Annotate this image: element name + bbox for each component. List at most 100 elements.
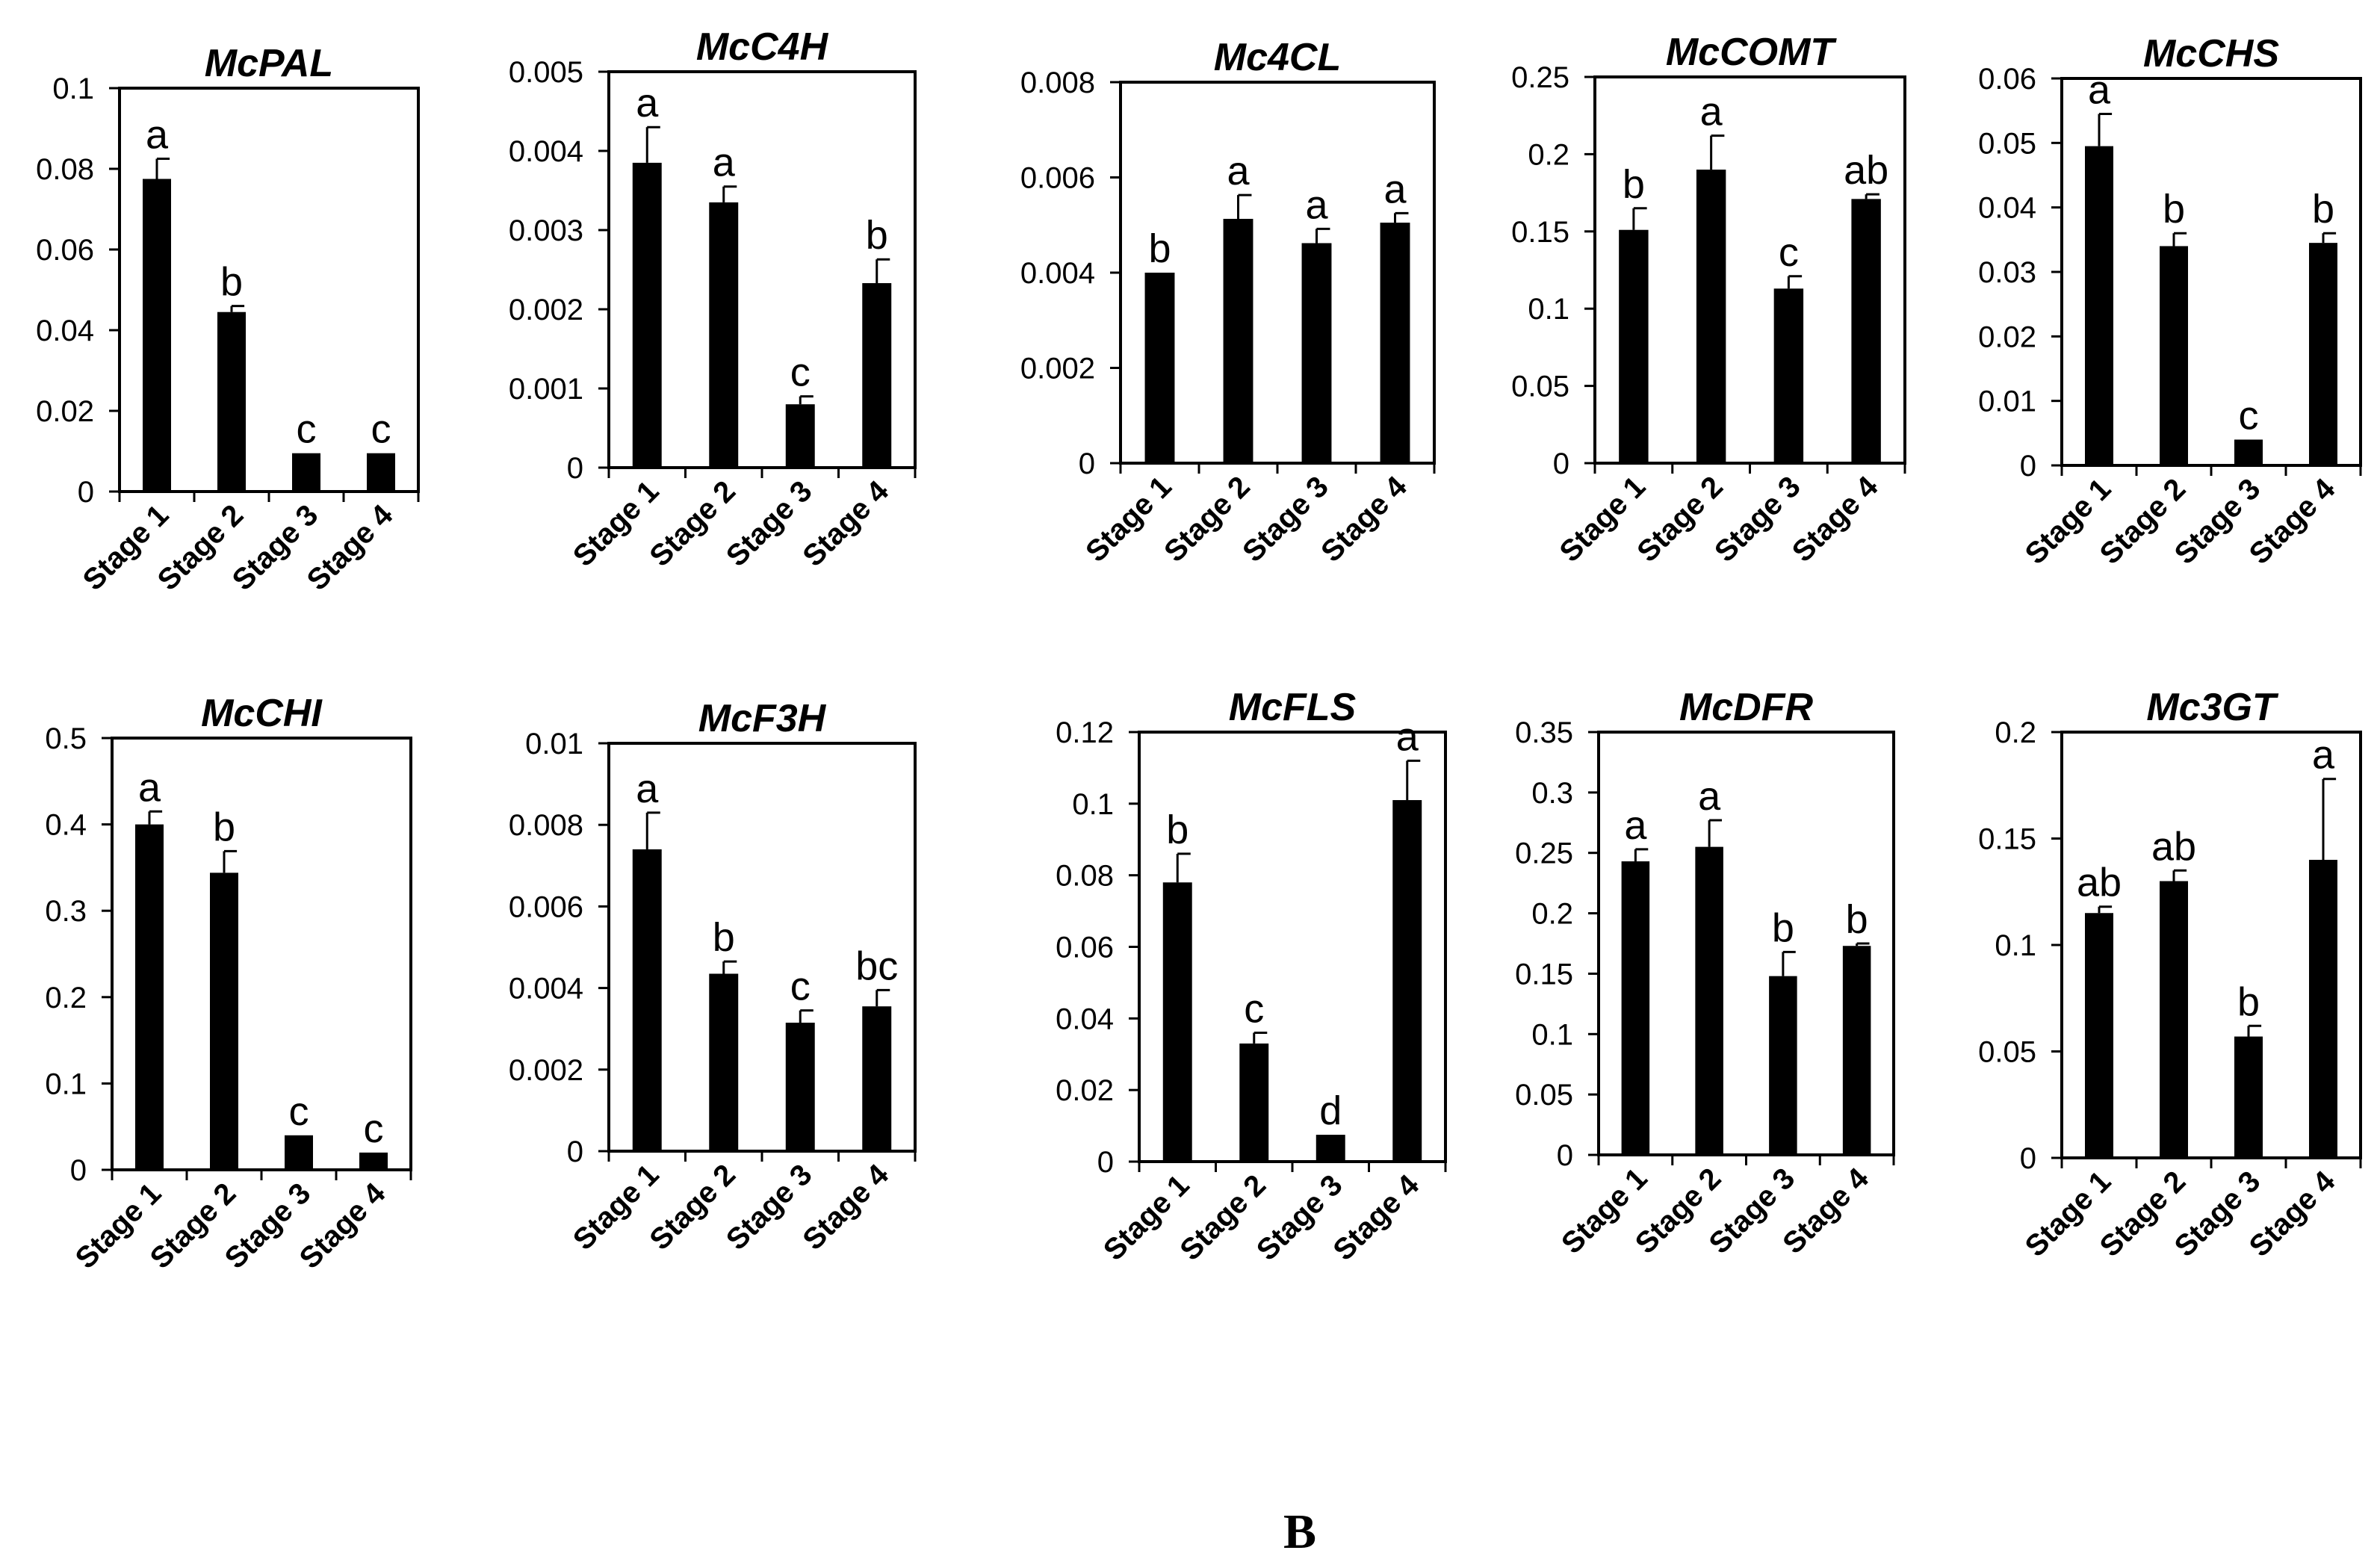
x-category-label: Stage 2 [643, 474, 742, 573]
significance-letter: a [1227, 149, 1250, 193]
x-category-label: Stage 4 [796, 1158, 895, 1256]
x-category-label: Stage 1 [567, 1158, 666, 1256]
bar-stage-1 [2085, 146, 2113, 465]
y-tick-label: 0 [78, 476, 94, 509]
chart-title: Mc4CL [1214, 36, 1341, 79]
x-category-label: Stage 2 [643, 1158, 742, 1256]
x-category-label: Stage 3 [1708, 470, 1807, 568]
chart-title: Mc3GT [2146, 686, 2279, 729]
bar-stage-2 [709, 202, 739, 468]
bar-stage-1 [2085, 913, 2113, 1158]
chart-title: McCHS [2143, 32, 2279, 75]
bar-stage-3 [1773, 288, 1804, 463]
y-tick-label: 0.15 [1978, 823, 2036, 856]
y-tick-label: 0.1 [52, 72, 94, 105]
x-category-label: Stage 3 [720, 474, 819, 573]
significance-letter: c [371, 407, 391, 452]
y-tick-label: 0.35 [1515, 716, 1573, 749]
chart-title: McC4H [696, 25, 829, 69]
y-tick-label: 0.3 [1531, 777, 1573, 810]
y-tick-label: 0.06 [1978, 63, 2036, 96]
x-category-label: Stage 4 [1327, 1168, 1425, 1267]
y-tick-label: 0.2 [1531, 898, 1573, 931]
y-tick-label: 0.25 [1511, 61, 1569, 94]
y-tick-label: 0.01 [1978, 385, 2036, 418]
bar-stage-1 [1619, 229, 1649, 463]
y-tick-label: 0.05 [1978, 1036, 2036, 1069]
significance-letter: a [1396, 714, 1419, 759]
bar-stage-2 [709, 973, 739, 1151]
significance-letter: b [1166, 808, 1189, 852]
significance-letter: a [1624, 803, 1647, 848]
y-tick-label: 0.2 [1995, 716, 2036, 749]
significance-letter: ab [1844, 148, 1888, 193]
bar-stage-4 [1380, 223, 1410, 463]
y-tick-label: 0.05 [1978, 127, 2036, 160]
significance-letter: b [2237, 979, 2260, 1024]
y-tick-label: 0 [2020, 1142, 2036, 1175]
significance-letter: c [1779, 230, 1799, 275]
y-tick-label: 0.04 [1056, 1003, 1114, 1035]
x-category-label: Stage 3 [720, 1158, 819, 1256]
bar-stage-1 [1144, 273, 1175, 463]
bar-stage-3 [785, 1023, 815, 1151]
y-tick-label: 0.006 [509, 890, 583, 923]
chart-title: McF3H [698, 697, 827, 740]
significance-letter: b [1148, 226, 1171, 271]
chart-title: McCOMT [1666, 31, 1838, 74]
y-tick-label: 0.003 [509, 214, 583, 247]
y-tick-label: 0.008 [509, 809, 583, 842]
y-tick-label: 0.01 [525, 728, 583, 760]
bar-stage-2 [1223, 218, 1253, 463]
y-tick-label: 0.001 [509, 373, 583, 406]
y-tick-label: 0 [1553, 447, 1569, 480]
significance-letter: b [1623, 162, 1645, 207]
bar-stage-1 [632, 162, 662, 468]
y-tick-label: 0.2 [1528, 138, 1569, 171]
y-tick-label: 0.15 [1511, 216, 1569, 249]
bar-stage-2 [2160, 881, 2188, 1158]
significance-letter: b [1846, 897, 1868, 942]
y-tick-label: 0.005 [509, 56, 583, 89]
y-tick-label: 0.25 [1515, 837, 1573, 870]
y-tick-label: 0 [70, 1154, 87, 1187]
bar-stage-3 [2234, 439, 2263, 465]
y-tick-label: 0.006 [1020, 162, 1095, 195]
y-tick-label: 0.1 [1528, 293, 1569, 326]
significance-letter: c [2239, 393, 2259, 438]
x-category-label: Stage 3 [1251, 1168, 1349, 1267]
y-tick-label: 0.06 [1056, 932, 1114, 964]
y-tick-label: 0.04 [36, 314, 94, 347]
significance-letter: b [2312, 187, 2334, 232]
significance-letter: c [364, 1106, 384, 1151]
bar-stage-1 [1162, 882, 1192, 1162]
x-category-label: Stage 4 [1786, 470, 1885, 568]
y-tick-label: 0.002 [509, 294, 583, 326]
chart-McFLS: McFLS 0 0.02 0.04 0.06 0.08 0.1 0.12 b Stage 1 c St… [1056, 686, 1447, 1267]
bar-stage-3 [1315, 1135, 1345, 1162]
bar-stage-4 [1392, 800, 1422, 1162]
bar-stage-3 [292, 453, 320, 492]
y-tick-label: 0.002 [1020, 353, 1095, 385]
bar-stage-3 [2234, 1036, 2263, 1158]
y-tick-label: 0.08 [1056, 860, 1114, 893]
bar-stage-3 [285, 1135, 313, 1170]
significance-letter: ab [2077, 861, 2122, 905]
chart-title: McDFR [1679, 686, 1814, 729]
bar-stage-4 [862, 283, 892, 468]
significance-letter: a [2088, 67, 2111, 112]
y-tick-label: 0.03 [1978, 256, 2036, 289]
y-tick-label: 0.008 [1020, 66, 1095, 99]
y-tick-label: 0.1 [1995, 929, 2036, 962]
y-tick-label: 0.004 [509, 135, 583, 168]
x-category-label: Stage 2 [1174, 1168, 1272, 1267]
y-tick-label: 0 [1079, 447, 1095, 480]
y-tick-label: 0.004 [1020, 257, 1095, 290]
significance-letter: b [1772, 905, 1794, 950]
bar-stage-1 [632, 849, 662, 1151]
chart-Mc4CL: Mc4CL 0 0.002 0.004 0.006 0.008 b Stage 1 a Stage… [1020, 36, 1436, 568]
y-tick-label: 0.12 [1056, 716, 1114, 749]
x-category-label: Stage 1 [567, 474, 666, 573]
